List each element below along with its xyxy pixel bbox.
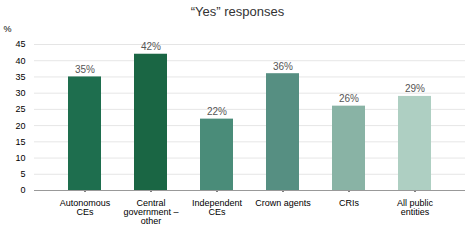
svg-text:0: 0 — [20, 185, 25, 195]
svg-text:15: 15 — [15, 137, 25, 147]
svg-text:%: % — [4, 24, 12, 34]
svg-text:35%: 35% — [75, 64, 95, 75]
svg-text:20: 20 — [15, 120, 25, 130]
svg-text:All publicentities: All publicentities — [397, 198, 434, 217]
svg-text:Crown agents: Crown agents — [255, 198, 311, 208]
html-text:“Yes” responses: “Yes” responses — [190, 4, 285, 19]
svg-text:29%: 29% — [405, 83, 425, 94]
svg-text:CRIs: CRIs — [339, 198, 359, 208]
svg-text:5: 5 — [20, 169, 25, 179]
svg-text:40: 40 — [15, 56, 25, 66]
svg-text:45: 45 — [15, 39, 25, 49]
svg-text:Centralgovernment –other: Centralgovernment –other — [123, 198, 178, 226]
svg-text:26%: 26% — [339, 93, 359, 104]
svg-text:AutonomousCEs: AutonomousCEs — [60, 198, 111, 217]
svg-text:22%: 22% — [207, 106, 227, 117]
svg-text:25: 25 — [15, 104, 25, 114]
svg-text:35: 35 — [15, 72, 25, 82]
svg-text:42%: 42% — [141, 41, 161, 52]
svg-text:IndependentCEs: IndependentCEs — [192, 198, 243, 217]
svg-text:10: 10 — [15, 153, 25, 163]
svg-text:30: 30 — [15, 88, 25, 98]
svg-text:36%: 36% — [273, 61, 293, 72]
